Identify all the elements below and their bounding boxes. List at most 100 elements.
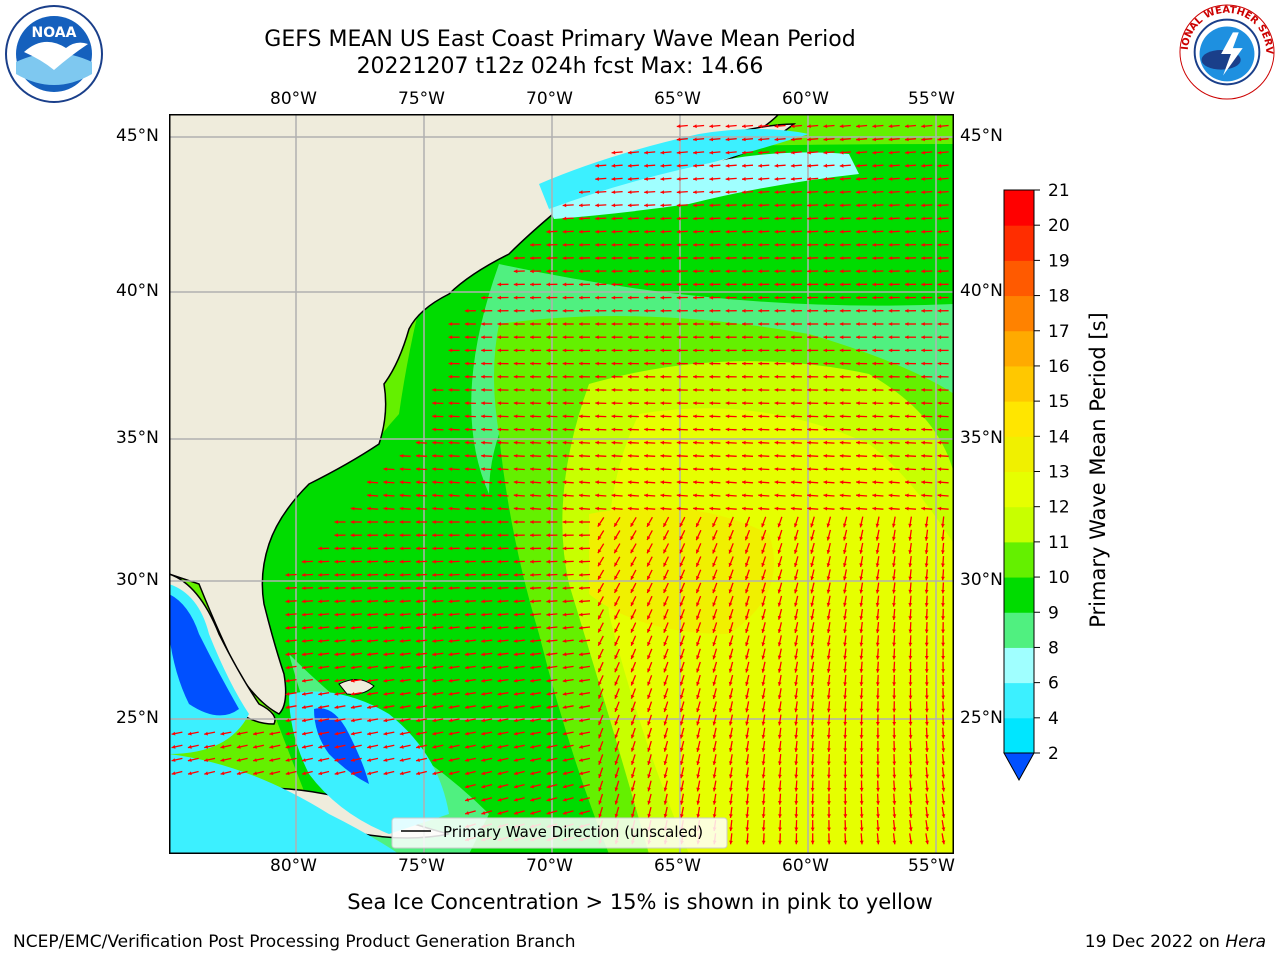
direction-arrow-head bbox=[611, 440, 616, 445]
direction-arrow-head bbox=[745, 748, 750, 752]
direction-arrow-head bbox=[794, 840, 799, 845]
direction-arrow-head bbox=[676, 190, 681, 194]
direction-arrow-head bbox=[644, 163, 648, 168]
direction-arrow-head bbox=[888, 401, 893, 406]
direction-arrow-head bbox=[790, 243, 795, 247]
direction-arrow-head bbox=[595, 163, 599, 168]
direction-arrow-head bbox=[513, 559, 518, 564]
direction-arrow-head bbox=[774, 229, 779, 234]
direction-arrow-head bbox=[579, 731, 583, 736]
direction-arrow-head bbox=[761, 536, 765, 541]
direction-arrow-head bbox=[448, 440, 453, 445]
direction-arrow-head bbox=[285, 625, 290, 630]
direction-arrow-head bbox=[921, 361, 925, 366]
direction-arrow-head bbox=[579, 520, 583, 524]
direction-arrow-head bbox=[725, 295, 730, 300]
direction-arrow-head bbox=[679, 536, 684, 541]
direction-arrow-head bbox=[334, 625, 339, 630]
direction-arrow-head bbox=[937, 480, 942, 485]
direction-arrow-head bbox=[937, 348, 942, 353]
lat-label-left-25n: 25°N bbox=[116, 708, 159, 728]
direction-arrow-head bbox=[777, 655, 782, 660]
direction-arrow-head bbox=[562, 506, 567, 511]
direction-arrow-head bbox=[839, 427, 844, 432]
direction-arrow-head bbox=[872, 124, 877, 129]
direction-arrow-head bbox=[497, 414, 502, 419]
direction-arrow-head bbox=[807, 493, 811, 498]
direction-arrow-head bbox=[644, 269, 648, 274]
direction-arrow-head bbox=[448, 467, 453, 471]
direction-arrow-head bbox=[790, 269, 795, 274]
direction-arrow-head bbox=[905, 401, 909, 406]
direction-arrow-head bbox=[562, 480, 567, 485]
direction-arrow-head bbox=[627, 229, 632, 234]
direction-arrow-head bbox=[579, 216, 583, 221]
direction-arrow-head bbox=[367, 546, 371, 551]
direction-arrow-head bbox=[660, 361, 664, 366]
colorbar-segment bbox=[1004, 365, 1034, 402]
direction-arrow-head bbox=[696, 774, 701, 779]
direction-arrow-head bbox=[497, 546, 502, 551]
direction-arrow-head bbox=[383, 705, 388, 709]
direction-arrow-head bbox=[892, 774, 897, 779]
direction-arrow-head bbox=[892, 536, 896, 541]
colorbar-segment bbox=[1004, 436, 1034, 472]
direction-arrow-head bbox=[464, 546, 469, 551]
direction-arrow-head bbox=[794, 774, 799, 779]
direction-arrow-head bbox=[399, 506, 404, 511]
direction-arrow-head bbox=[777, 536, 782, 541]
direction-arrow-head bbox=[595, 427, 599, 432]
direction-arrow-head bbox=[712, 814, 717, 818]
direction-arrow-head bbox=[399, 533, 404, 538]
direction-arrow-head bbox=[399, 652, 404, 657]
direction-arrow-head bbox=[905, 440, 909, 445]
direction-arrow-head bbox=[497, 811, 502, 815]
direction-arrow-head bbox=[810, 563, 815, 567]
direction-arrow-head bbox=[676, 427, 681, 432]
direction-arrow-head bbox=[807, 335, 811, 340]
direction-arrow-head bbox=[761, 748, 766, 752]
direction-arrow-head bbox=[579, 190, 583, 194]
direction-arrow-head bbox=[888, 216, 893, 221]
direction-arrow-head bbox=[663, 681, 668, 686]
direction-arrow-head bbox=[742, 124, 746, 129]
direction-arrow-head bbox=[774, 335, 779, 340]
direction-arrow-head bbox=[937, 414, 942, 419]
direction-arrow-head bbox=[481, 427, 485, 432]
direction-arrow-head bbox=[644, 150, 648, 155]
direction-arrow-head bbox=[905, 256, 909, 260]
direction-arrow-head bbox=[598, 813, 602, 818]
direction-arrow-head bbox=[530, 414, 534, 419]
direction-arrow-head bbox=[905, 480, 909, 485]
direction-arrow-head bbox=[611, 269, 616, 274]
direction-arrow-head bbox=[448, 520, 453, 524]
direction-arrow-head bbox=[941, 537, 945, 541]
direction-arrow-head bbox=[709, 401, 713, 406]
direction-arrow-head bbox=[921, 190, 925, 194]
direction-arrow-head bbox=[416, 573, 420, 577]
legend-label: Primary Wave Direction (unscaled) bbox=[443, 823, 703, 841]
direction-arrow-head bbox=[937, 440, 942, 445]
direction-arrow-head bbox=[611, 467, 616, 471]
direction-arrow-head bbox=[823, 480, 828, 485]
direction-arrow-head bbox=[794, 748, 799, 752]
direction-arrow-head bbox=[774, 506, 779, 511]
direction-arrow-head bbox=[318, 586, 322, 590]
direction-arrow-head bbox=[383, 493, 388, 498]
direction-arrow-head bbox=[611, 335, 616, 340]
direction-arrow-head bbox=[859, 642, 864, 647]
direction-arrow-head bbox=[546, 665, 551, 670]
direction-arrow-head bbox=[856, 348, 860, 353]
direction-arrow-head bbox=[742, 401, 746, 406]
direction-arrow-head bbox=[790, 256, 795, 260]
direction-arrow-head bbox=[513, 520, 518, 524]
direction-arrow-head bbox=[843, 774, 848, 779]
direction-arrow-head bbox=[481, 612, 485, 617]
lat-label-left-45n: 45°N bbox=[116, 126, 159, 146]
direction-arrow-head bbox=[481, 374, 485, 379]
direction-arrow-head bbox=[399, 705, 404, 709]
direction-arrow-head bbox=[614, 549, 618, 554]
direction-arrow-head bbox=[758, 361, 762, 366]
direction-arrow-head bbox=[807, 137, 811, 142]
direction-arrow-head bbox=[660, 190, 665, 194]
